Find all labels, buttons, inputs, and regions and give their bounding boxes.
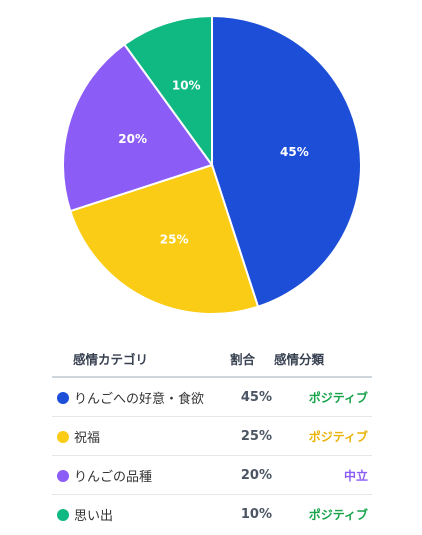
pie-slice xyxy=(69,163,260,315)
ratio-value: 20% xyxy=(224,455,272,495)
header-category: 感情カテゴリ xyxy=(52,340,224,378)
ratio-value: 45% xyxy=(224,377,272,417)
table-row: りんごの品種 20% 中立 xyxy=(52,455,372,495)
sentiment-label: ポジティブ xyxy=(272,416,372,456)
slice-label: 10% xyxy=(172,79,201,93)
category-label: りんごへの好意・食欲 xyxy=(74,391,205,407)
header-ratio: 割合 xyxy=(224,340,272,378)
legend-swatch xyxy=(57,508,69,521)
category-label: 思い出 xyxy=(74,508,114,524)
legend-swatch xyxy=(57,430,69,443)
legend-table: 感情カテゴリ 割合 感情分類 りんごへの好意・食欲 45% ポジティブ 祝福 2… xyxy=(52,340,372,533)
slice-label: 20% xyxy=(118,132,147,146)
header-sentiment: 感情分類 xyxy=(272,340,372,378)
sentiment-label: ポジティブ xyxy=(272,377,372,417)
pie-slice xyxy=(62,43,214,213)
sentiment-label: 中立 xyxy=(272,455,372,495)
slice-label: 45% xyxy=(280,145,309,159)
sentiment-label: ポジティブ xyxy=(308,507,368,522)
ratio-value: 10% xyxy=(240,506,272,522)
table-header-row: 感情カテゴリ 割合 感情分類 xyxy=(52,340,372,378)
table-row: りんごへの好意・食欲 45% ポジティブ xyxy=(52,377,372,417)
pie-chart: 45% 25% 20% 10% xyxy=(62,14,362,315)
legend-swatch xyxy=(57,391,69,404)
slice-label: 25% xyxy=(160,232,189,246)
legend-swatch xyxy=(57,469,69,482)
category-label: りんごの品種 xyxy=(74,469,153,485)
table-row: 思い出 10% ポジティブ xyxy=(52,495,372,534)
category-label: 祝福 xyxy=(74,430,101,446)
pie-slice xyxy=(211,14,362,308)
ratio-value: 25% xyxy=(224,416,272,456)
table-row: 祝福 25% ポジティブ xyxy=(52,416,372,456)
pie-slice xyxy=(123,14,213,169)
